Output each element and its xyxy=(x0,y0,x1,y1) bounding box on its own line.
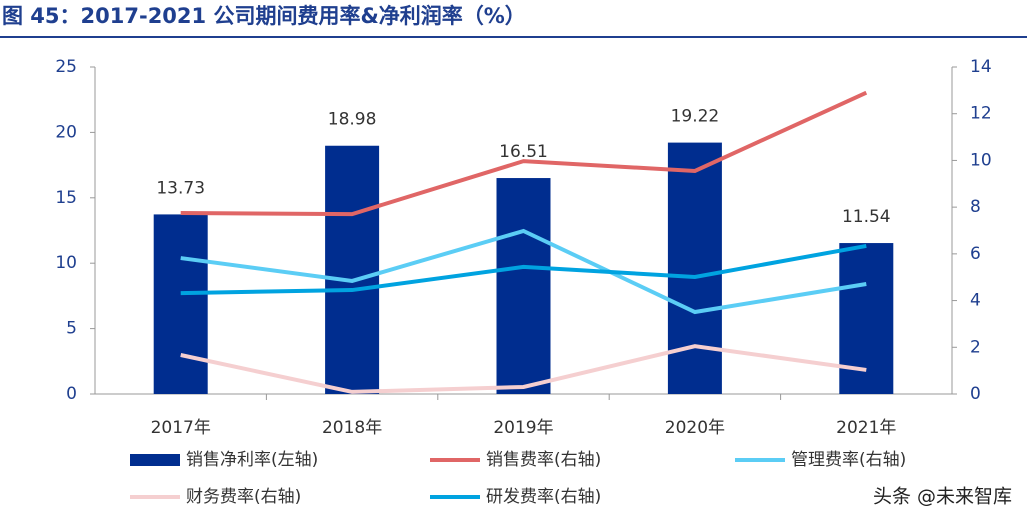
y2-tick-label: 2 xyxy=(970,337,981,357)
x-tick-label: 2021年 xyxy=(836,418,896,438)
bar xyxy=(839,243,894,394)
x-tick-label: 2020年 xyxy=(665,418,725,438)
legend-label: 销售净利率(左轴) xyxy=(186,450,318,470)
y2-tick-label: 4 xyxy=(970,291,981,311)
bar xyxy=(153,214,208,394)
x-tick-label: 2018年 xyxy=(322,418,382,438)
legend-label: 管理费率(右轴) xyxy=(791,450,906,470)
x-tick-label: 2019年 xyxy=(493,418,553,438)
y-tick-label: 10 xyxy=(55,253,77,273)
y2-tick-label: 6 xyxy=(970,244,981,264)
y-tick-label: 25 xyxy=(55,57,77,77)
y2-tick-label: 10 xyxy=(970,150,992,170)
line xyxy=(180,243,867,296)
y-tick-label: 15 xyxy=(55,188,77,208)
y-tick-label: 20 xyxy=(55,122,77,142)
value-label: 18.98 xyxy=(328,110,377,130)
y2-tick-label: 12 xyxy=(970,104,992,124)
y-tick-label: 0 xyxy=(66,384,77,404)
value-label: 16.51 xyxy=(499,142,548,162)
line xyxy=(180,344,867,394)
bar xyxy=(667,142,722,394)
y-tick-label: 5 xyxy=(66,319,77,339)
bar xyxy=(325,145,380,394)
y2-tick-label: 14 xyxy=(970,57,992,77)
legend-label: 研发费率(右轴) xyxy=(486,487,601,507)
y2-tick-label: 8 xyxy=(970,197,981,217)
line xyxy=(180,228,867,315)
legend-label: 财务费率(右轴) xyxy=(186,487,301,507)
x-tick-label: 2017年 xyxy=(151,418,211,438)
chart-title: 图 45：2017-2021 公司期间费用率&净利润率（%） xyxy=(2,4,526,28)
y2-tick-label: 0 xyxy=(970,384,981,404)
watermark: 头条 @未来智库 xyxy=(873,486,1012,508)
line xyxy=(180,90,868,217)
value-label: 19.22 xyxy=(671,107,720,127)
value-label: 11.54 xyxy=(842,207,891,227)
bar xyxy=(496,178,551,394)
legend-swatch xyxy=(130,454,180,466)
legend-label: 销售费率(右轴) xyxy=(486,450,601,470)
value-label: 13.73 xyxy=(156,178,205,198)
